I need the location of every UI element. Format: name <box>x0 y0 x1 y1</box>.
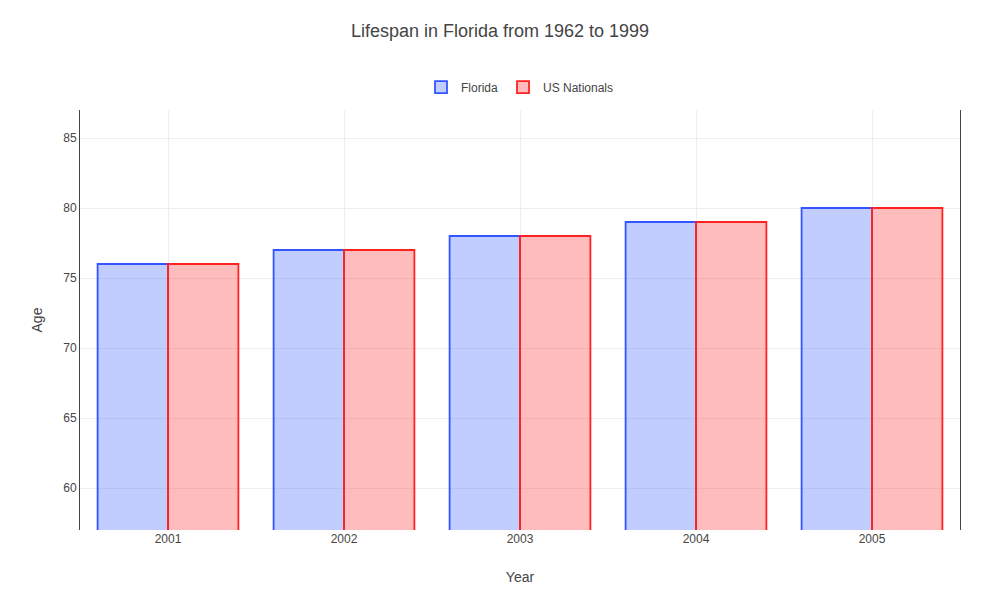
svg-text:2005: 2005 <box>859 532 886 546</box>
svg-text:Lifespan in Florida from 1962: Lifespan in Florida from 1962 to 1999 <box>351 21 649 41</box>
svg-text:2004: 2004 <box>683 532 710 546</box>
svg-text:Year: Year <box>506 569 535 585</box>
svg-text:85: 85 <box>63 131 77 145</box>
svg-text:2003: 2003 <box>507 532 534 546</box>
svg-text:Florida: Florida <box>461 81 498 95</box>
svg-text:80: 80 <box>63 201 77 215</box>
svg-text:70: 70 <box>63 341 77 355</box>
svg-text:US Nationals: US Nationals <box>543 81 613 95</box>
svg-text:60: 60 <box>63 481 77 495</box>
svg-text:2002: 2002 <box>331 532 358 546</box>
svg-text:75: 75 <box>63 271 77 285</box>
svg-text:65: 65 <box>63 411 77 425</box>
svg-text:Age: Age <box>29 307 45 332</box>
svg-text:2001: 2001 <box>155 532 182 546</box>
